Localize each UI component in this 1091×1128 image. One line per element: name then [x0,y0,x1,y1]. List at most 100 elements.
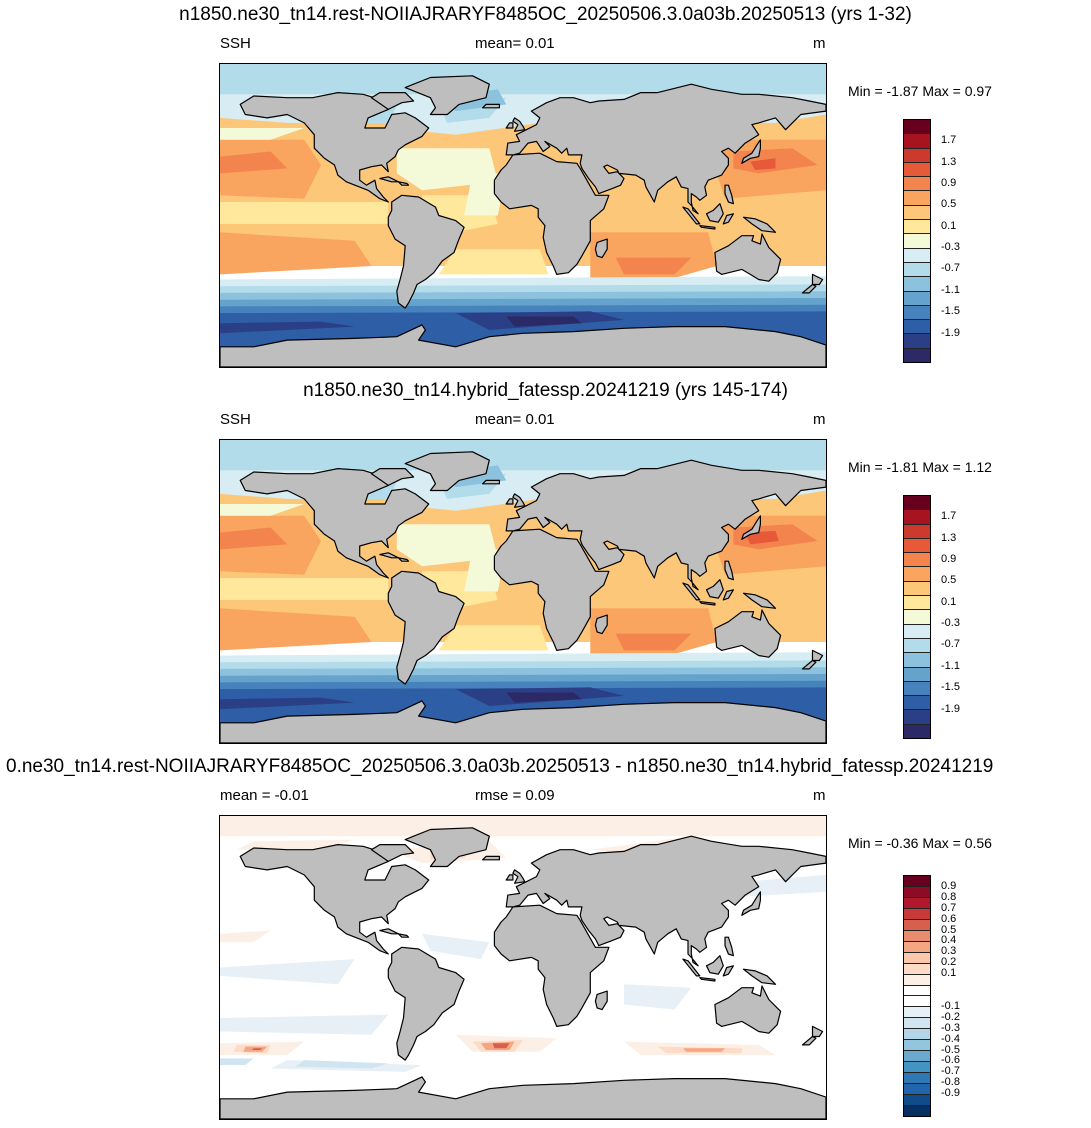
contour-band [220,128,305,140]
landmass [493,528,610,651]
colorbar-ticks: 1.7 1.3 0.9 0.5 0.1 -0.3 -0.7 -1.1 -1.5 -1.9 [941,495,1001,737]
colorbar-swatch [904,897,930,909]
colorbar-swatch [904,248,930,263]
landmass [742,216,777,233]
colorbar-tick-label: 0.4 [941,934,957,947]
colorbar-tick-label: 1.3 [941,155,957,168]
variable-label: SSH [220,411,251,428]
colorbar-swatch [904,963,930,975]
contour-band [220,232,372,275]
units-label: m [813,411,826,428]
landmass [682,582,701,601]
colorbar-tick-label: -0.7 [941,1065,960,1078]
colorbar [903,495,931,739]
colorbar-swatch [904,696,930,711]
landmass [387,194,465,309]
landmass [370,92,415,111]
colorbar-swatch [904,638,930,654]
landmass [801,659,817,670]
world-map [219,815,827,1120]
colorbar-tick-label: 0.5 [941,923,957,936]
colorbar-swatch [904,581,930,597]
colorbar-tick-label: 1.7 [941,510,957,523]
contour-band [750,158,776,170]
ssh-panel-2: n1850.ne30_tn14.hybrid_fatessp.20241219 … [0,376,1091,752]
landmass [801,283,817,294]
colorbar-swatch [904,1029,930,1041]
landmass [505,874,514,881]
colorbar-swatch [904,908,930,920]
landmass [714,609,782,658]
colorbar-tick-label: -0.1 [941,999,960,1012]
colorbar-swatch [904,205,930,221]
colorbar-swatch [904,596,930,611]
colorbar-swatch [904,1084,930,1096]
colorbar-swatch [904,177,930,192]
landmass [699,977,716,982]
landmass [505,122,514,129]
landmass [482,855,500,861]
landmass [239,844,430,955]
panel-title: n1850.ne30_tn14.rest-NOIIAJRARYF8485OC_2… [179,4,912,25]
landmass [741,139,762,164]
colorbar-tick-label: -0.7 [941,262,960,275]
landmass [742,592,777,609]
landmass [505,498,514,505]
landmass [705,955,724,975]
landmass [705,579,724,599]
colorbar-tick-label: -1.5 [941,681,960,694]
variable-label: SSH [220,35,251,52]
colorbar-tick-label: 0.1 [941,219,957,232]
colorbar-tick-label: 0.9 [941,879,957,892]
colorbar-swatch [904,234,930,249]
landmass [699,601,716,606]
map-canvas [220,440,826,743]
contour-band [220,816,826,837]
colorbar-swatch [904,974,930,986]
landmass [699,225,716,230]
landmass [505,459,826,591]
colorbar-swatch [904,538,930,554]
colorbar-swatch [904,553,930,568]
landmass [387,946,465,1061]
colorbar-swatch [904,653,930,668]
landmass [397,933,410,938]
colorbar-swatch [904,919,930,931]
landmass [722,589,735,601]
contour-band [220,504,305,516]
contour-band [682,1048,725,1052]
landmass [220,324,826,367]
colorbar-swatch [904,1062,930,1074]
landmass [220,1076,826,1119]
contour-band [506,692,582,703]
landmass [801,1035,817,1046]
colorbar-tick-label: -0.7 [941,638,960,651]
colorbar-tick-label: 0.8 [941,890,957,903]
landmass [722,965,735,977]
contour-band [220,440,826,471]
colorbar-tick-label: -0.4 [941,1032,960,1045]
landmass [505,83,826,215]
contour-band [615,633,692,651]
landmass [404,75,490,116]
colorbar-swatch [904,1040,930,1052]
units-label: m [813,787,826,804]
landmass [512,117,526,132]
min-max-label: Min = -1.87 Max = 0.97 [848,83,992,99]
colorbar-swatch [904,220,930,235]
contour-band [252,1048,263,1050]
contour-band [220,930,271,943]
contour-band [745,530,779,545]
colorbar-ticks: 0.9 0.8 0.7 0.6 0.5 0.4 0.3 0.2 0.1 -0.1 -0.2 -0.3-… [941,875,1001,1115]
colorbar-tick-label: 0.7 [941,901,957,914]
colorbar-swatch [904,134,930,149]
contour-band [220,527,288,550]
colorbar-swatch [904,985,930,997]
landmass [811,1025,824,1038]
landmass [404,451,490,492]
landmass [397,181,410,186]
contour-band [615,257,692,275]
min-max-label: Min = -1.81 Max = 1.12 [848,459,992,475]
landmass [714,233,782,282]
colorbar-tick-label: -1.5 [941,305,960,318]
